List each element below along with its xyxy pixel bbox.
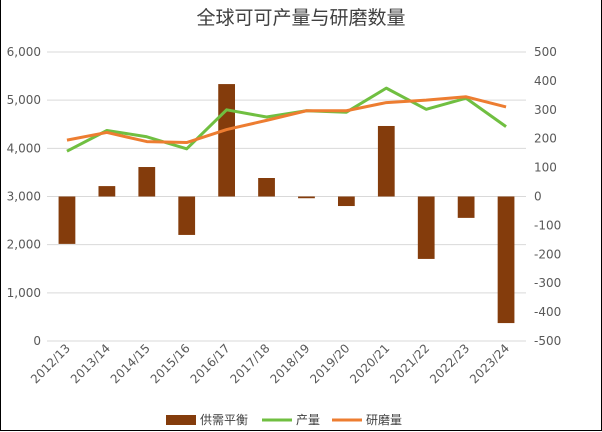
left-tick-label: 4,000 bbox=[7, 141, 41, 155]
x-tick-label: 2023/24 bbox=[467, 341, 512, 386]
left-tick-label: 3,000 bbox=[7, 190, 41, 204]
bar bbox=[58, 196, 76, 244]
legend-label: 供需平衡 bbox=[200, 413, 248, 427]
right-tick-label: 100 bbox=[534, 161, 557, 175]
bar bbox=[457, 196, 475, 218]
x-tick-label: 2016/17 bbox=[188, 341, 233, 386]
legend-label: 产量 bbox=[296, 413, 320, 427]
right-tick-label: 200 bbox=[534, 132, 557, 146]
right-tick-label: 400 bbox=[534, 74, 557, 88]
right-tick-label: -500 bbox=[534, 334, 561, 348]
legend-label: 研磨量 bbox=[366, 413, 402, 427]
x-tick-label: 2017/18 bbox=[228, 341, 273, 386]
left-tick-label: 6,000 bbox=[7, 45, 41, 59]
right-tick-label: -300 bbox=[534, 276, 561, 290]
bar bbox=[178, 196, 196, 235]
legend-swatch bbox=[166, 415, 196, 425]
x-tick-label: 2022/23 bbox=[427, 341, 472, 386]
chart-title: 全球可可产量与研磨数量 bbox=[196, 7, 405, 29]
bar bbox=[377, 125, 395, 197]
x-tick-label: 2020/21 bbox=[347, 341, 392, 386]
right-tick-label: -100 bbox=[534, 218, 561, 232]
x-tick-label: 2021/22 bbox=[387, 341, 432, 386]
left-tick-label: 2,000 bbox=[7, 238, 41, 252]
right-tick-label: 300 bbox=[534, 103, 557, 117]
x-tick-label: 2019/20 bbox=[307, 341, 352, 386]
left-tick-label: 5,000 bbox=[7, 93, 41, 107]
bar bbox=[497, 196, 515, 324]
bar bbox=[98, 186, 116, 197]
right-tick-label: -400 bbox=[534, 305, 561, 319]
line-grindings bbox=[66, 95, 507, 145]
right-tick-label: 0 bbox=[534, 190, 542, 204]
bar bbox=[138, 167, 156, 197]
x-tick-label: 2013/14 bbox=[68, 341, 113, 386]
x-tick-label: 2018/19 bbox=[267, 341, 312, 386]
bar bbox=[258, 178, 275, 197]
right-tick-label: -200 bbox=[534, 247, 561, 261]
bar bbox=[298, 196, 315, 199]
x-tick-label: 2015/16 bbox=[148, 341, 193, 386]
bar bbox=[417, 196, 435, 259]
left-tick-label: 1,000 bbox=[7, 286, 41, 300]
x-tick-label: 2014/15 bbox=[108, 341, 153, 386]
bar bbox=[337, 196, 355, 207]
line-production bbox=[66, 86, 507, 153]
left-tick-label: 0 bbox=[33, 334, 41, 348]
right-tick-label: 500 bbox=[534, 45, 557, 59]
bar bbox=[218, 84, 236, 197]
